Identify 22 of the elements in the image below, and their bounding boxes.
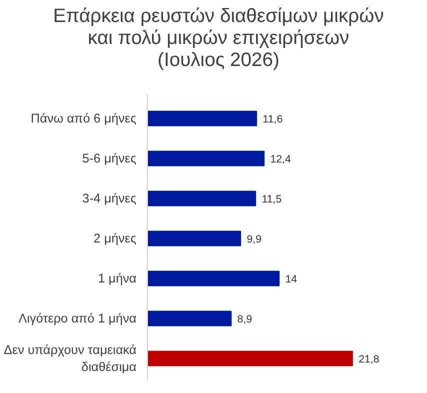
- bar: [148, 110, 258, 126]
- bar: [148, 230, 242, 246]
- data-label: 12,4: [270, 154, 292, 166]
- y-tick-label: Λιγότερο από 1 μήνα: [18, 312, 137, 326]
- bar: [148, 150, 265, 166]
- data-label: 11,5: [262, 194, 282, 206]
- y-tick-label: 5-6 μήνες: [82, 152, 137, 166]
- data-label: 21,8: [358, 354, 380, 366]
- bar: [148, 190, 256, 206]
- bar: [148, 310, 232, 326]
- data-label: 11,6: [262, 114, 283, 126]
- chart-title: Επάρκεια ρευστών διαθεσίμων μικρών και πολύ μικρών επιχειρήσεων (Ιουλιος 2026): [53, 6, 384, 73]
- y-tick-label: Πάνω από 6 μήνες: [30, 112, 137, 126]
- bar: [148, 350, 353, 366]
- bar: [148, 270, 280, 286]
- y-tick-label: 2 μήνες: [94, 232, 137, 246]
- data-label: 9,9: [246, 234, 262, 246]
- data-label: 8,9: [237, 314, 252, 326]
- y-tick-label: 1 μήνα: [98, 272, 136, 286]
- y-tick-label: Δεν υπάρχουν ταμειακά διαθέσιμα: [4, 343, 137, 374]
- y-tick-label: 3-4 μήνες: [82, 192, 137, 206]
- data-label: 14: [285, 274, 298, 286]
